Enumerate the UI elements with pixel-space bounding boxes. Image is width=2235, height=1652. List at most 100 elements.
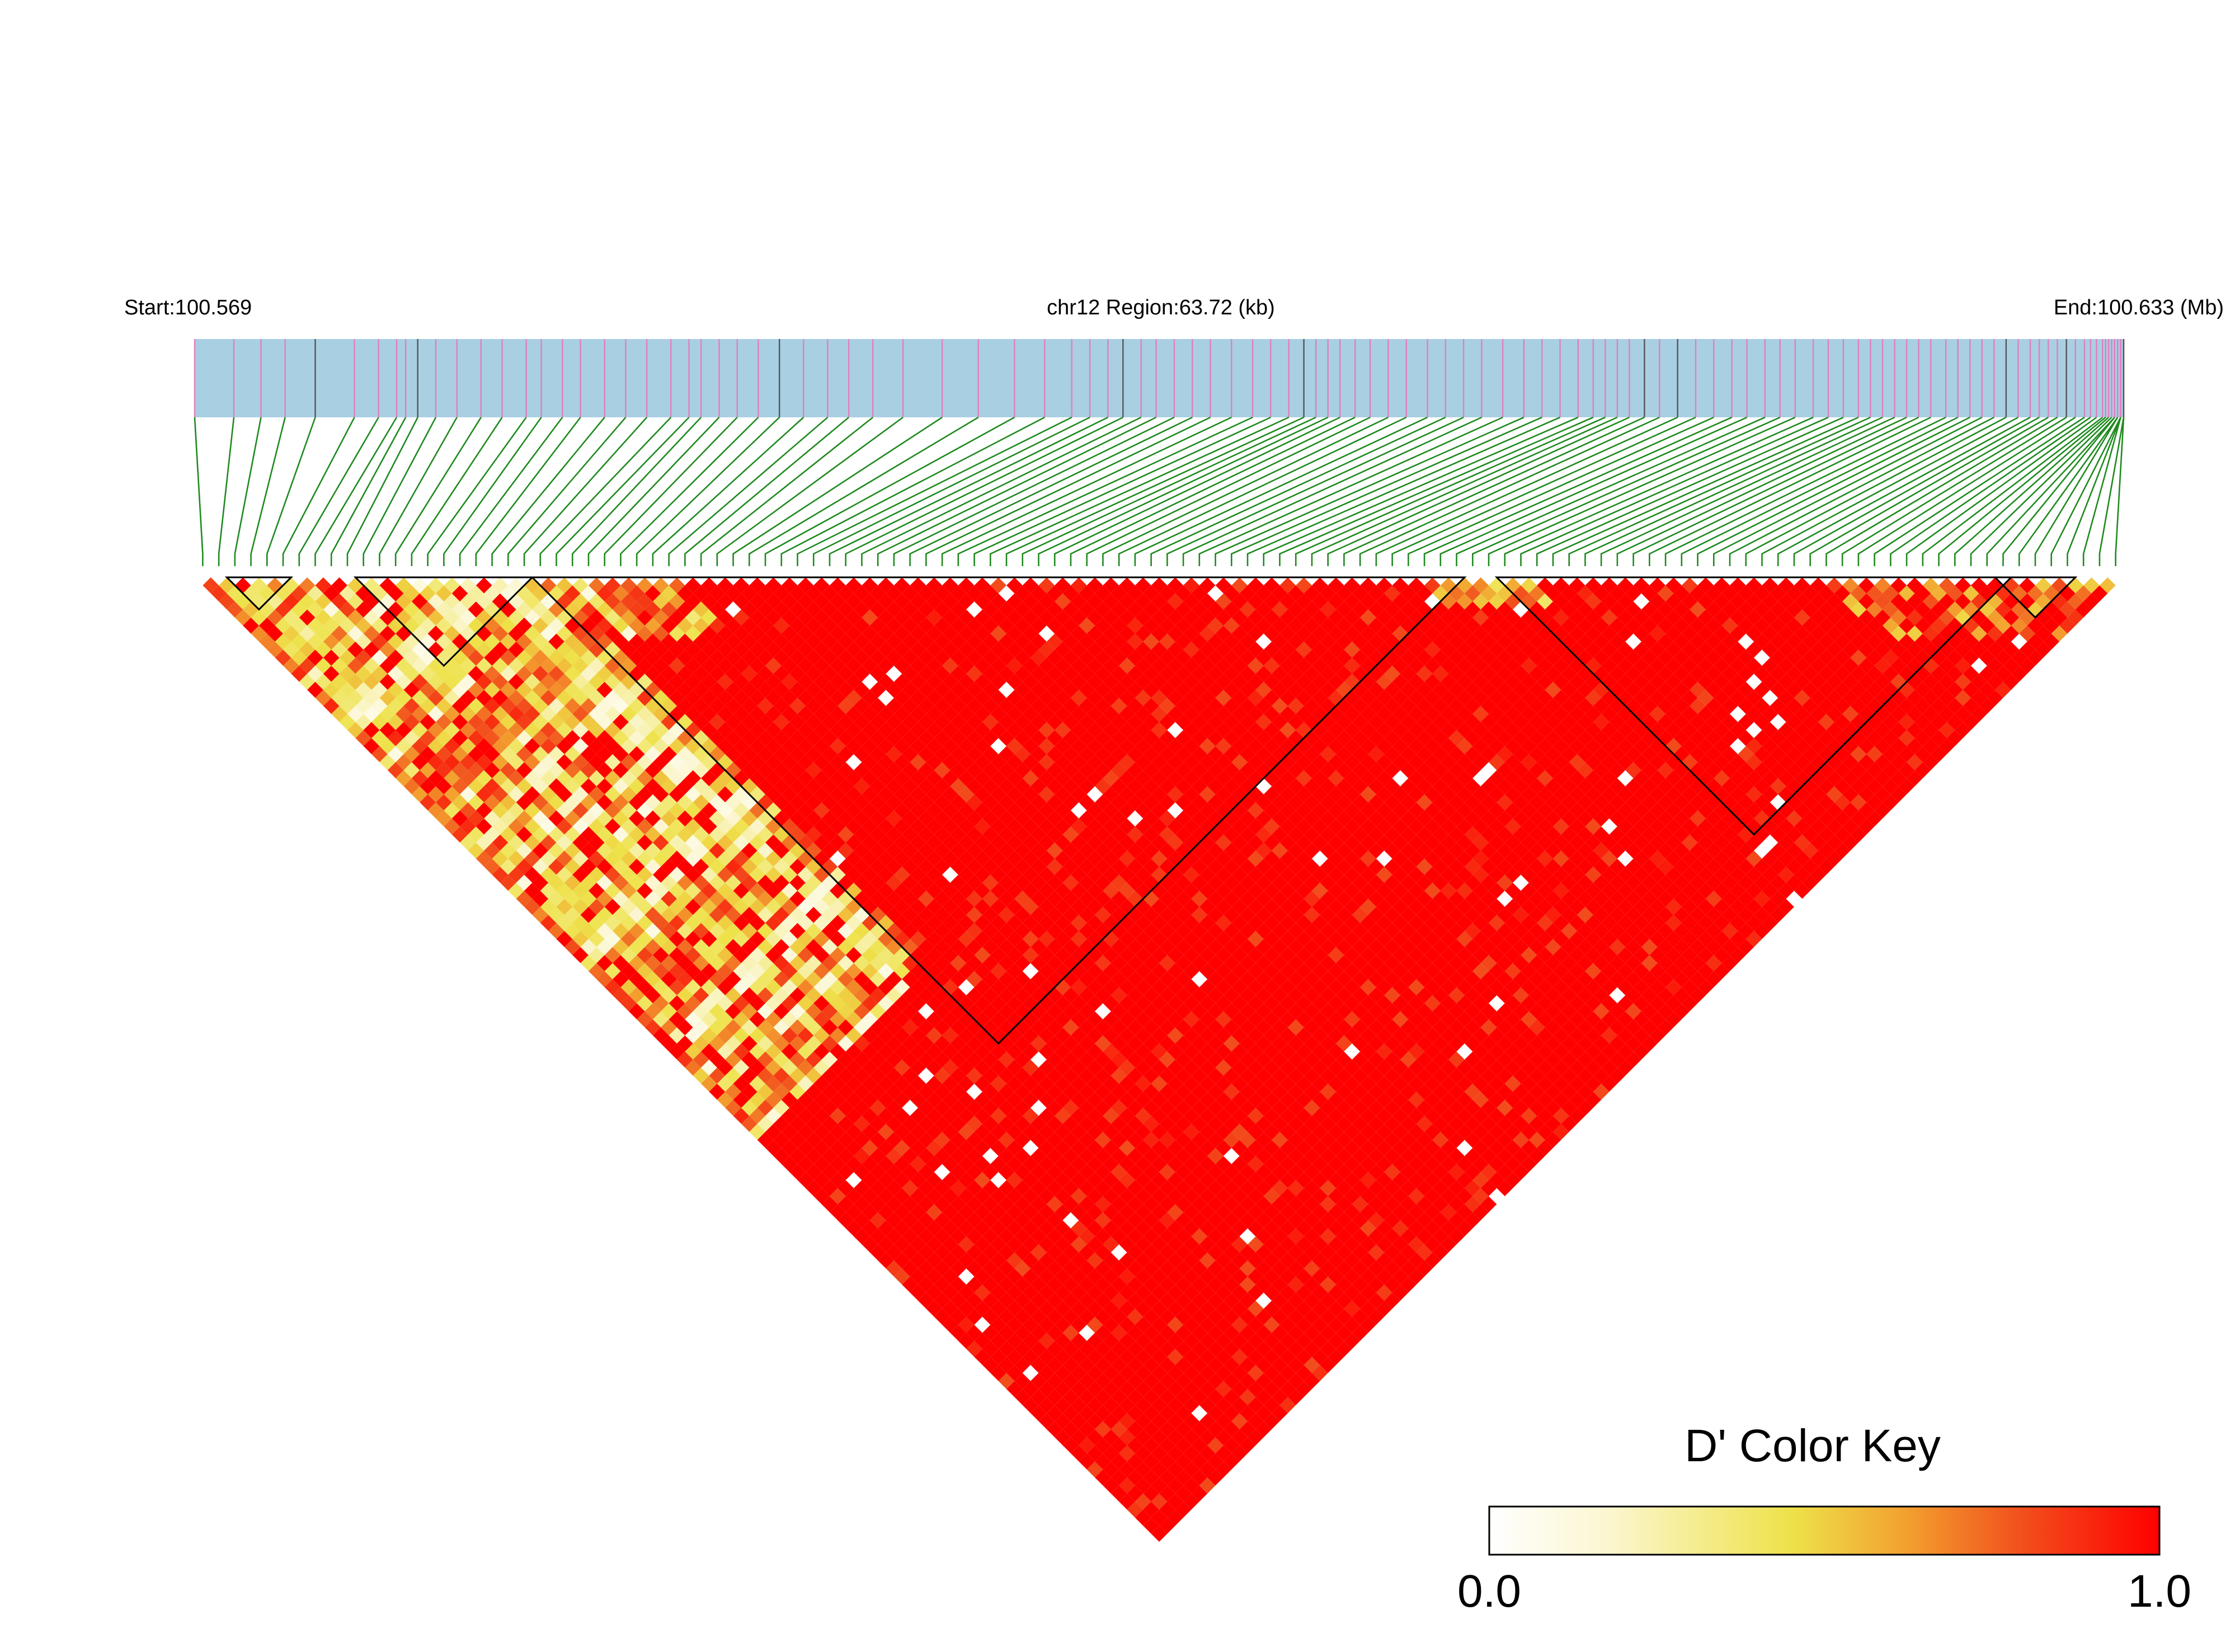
snp-connector <box>2098 417 2125 566</box>
snp-connector <box>411 417 503 566</box>
ld-cell <box>476 786 492 803</box>
ld-cell <box>283 609 299 626</box>
ld-cell <box>1038 1381 1055 1397</box>
ld-cell <box>508 882 525 899</box>
snp-connector <box>1568 416 1871 566</box>
ld-cell <box>427 674 444 690</box>
snp-connector <box>941 416 1232 566</box>
ld-cell <box>540 898 557 915</box>
ld-cell <box>420 778 436 794</box>
snp-connector <box>282 417 355 566</box>
ld-cell <box>893 1123 910 1140</box>
snp-connector <box>2067 417 2121 566</box>
ld-cell <box>564 907 581 923</box>
ld-cell <box>741 1084 757 1100</box>
snp-connector <box>571 417 702 566</box>
ld-cell <box>315 577 332 594</box>
ld-cell <box>299 593 316 610</box>
snp-connector <box>700 416 873 566</box>
ld-cell <box>1103 1413 1119 1429</box>
ld-cell <box>540 834 557 851</box>
ld-cell <box>652 963 669 980</box>
snp-connector <box>1825 416 2058 566</box>
ld-cell <box>476 770 492 787</box>
ld-cell <box>307 617 323 634</box>
ld-cell <box>564 923 581 939</box>
ld-cell <box>741 1067 757 1084</box>
ld-cell <box>588 882 605 899</box>
ld-cell <box>355 666 372 682</box>
ld-cell <box>508 850 525 867</box>
ld-cell <box>444 754 460 770</box>
ld-cell <box>492 738 509 755</box>
ld-cell <box>781 1140 798 1156</box>
snp-connector <box>1777 416 2031 566</box>
ld-cell <box>1014 1357 1031 1373</box>
ld-cell <box>829 1108 846 1124</box>
ld-cell <box>1103 1477 1119 1494</box>
ld-cell <box>323 617 340 634</box>
ld-cell <box>403 681 420 698</box>
ld-cell <box>1167 1509 1184 1526</box>
ld-cell <box>1103 1429 1119 1446</box>
ld-cell <box>893 1268 910 1285</box>
ld-cell <box>283 593 299 610</box>
ld-cell <box>492 818 509 835</box>
ld-cell <box>524 818 540 835</box>
ld-cell <box>588 867 605 883</box>
snp-connector <box>1632 416 1919 566</box>
snp-connector <box>1986 417 2115 566</box>
snp-connector <box>363 417 437 566</box>
ld-cell <box>773 1148 790 1164</box>
ld-cell <box>950 1244 967 1261</box>
ld-cell <box>283 641 299 658</box>
snp-connector <box>1681 416 1959 566</box>
snp-connector <box>845 416 1123 566</box>
ld-cell <box>982 1276 999 1293</box>
ld-cell <box>548 858 564 875</box>
ld-cell <box>797 1043 814 1060</box>
ld-cell <box>427 738 444 755</box>
snp-connector <box>1102 416 1389 566</box>
ld-cell <box>797 1172 814 1188</box>
ld-cell <box>918 1212 934 1229</box>
ld-cell <box>564 891 581 907</box>
snp-connector <box>925 416 1211 566</box>
ld-cell <box>1135 1429 1151 1446</box>
ld-cell <box>323 601 340 618</box>
ld-cell <box>620 979 637 996</box>
ld-cell <box>1014 1228 1031 1245</box>
snp-connector <box>1005 416 1305 566</box>
snp-connector <box>330 417 407 566</box>
ld-cell <box>307 585 323 602</box>
snp-connector <box>1664 416 1946 566</box>
ld-cell <box>339 666 356 682</box>
ld-cell <box>773 1035 790 1052</box>
ld-heatmap-cells <box>203 577 2116 1542</box>
ld-cell <box>387 681 404 698</box>
ld-cell <box>339 601 356 618</box>
ld-cell <box>893 1172 910 1188</box>
ld-cell <box>1135 1381 1151 1397</box>
ld-cell <box>950 1325 967 1341</box>
ld-cell <box>339 649 356 666</box>
ld-cell <box>862 1156 878 1173</box>
snp-connector <box>1520 416 1829 566</box>
snp-connector <box>1841 416 2067 566</box>
ld-cell <box>299 609 316 626</box>
ld-cell <box>420 729 436 746</box>
ld-cell <box>652 947 669 963</box>
snp-connector <box>877 416 1157 566</box>
ld-cell <box>620 850 637 867</box>
ld-cell <box>854 1132 870 1149</box>
ld-cell <box>460 802 476 818</box>
ld-cell <box>709 987 726 1004</box>
ld-cell <box>403 666 420 682</box>
snp-connector <box>1600 416 1895 566</box>
ld-cell <box>878 1140 894 1156</box>
ld-cell <box>524 802 540 818</box>
ld-cell <box>444 674 460 690</box>
snp-connector <box>2002 417 2115 566</box>
snp-connector <box>1215 416 1524 566</box>
ld-cell <box>203 577 219 594</box>
